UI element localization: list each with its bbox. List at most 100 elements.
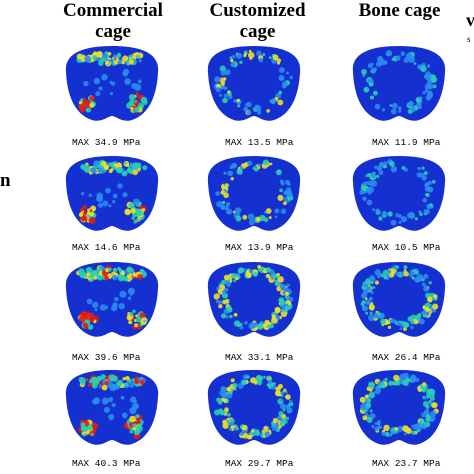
stress-spot (281, 81, 288, 87)
stress-spot (264, 211, 267, 214)
stress-spot (135, 414, 140, 419)
stress-spot (228, 427, 232, 431)
column-header-line1: Commercial (63, 0, 163, 21)
stress-spot (401, 216, 408, 223)
stress-spot (116, 380, 123, 387)
stress-spot (432, 303, 439, 310)
stress-spot (112, 267, 118, 273)
stress-spot (88, 380, 93, 384)
stress-spot (419, 386, 424, 390)
stress-spot (128, 94, 136, 101)
stress-spot (117, 267, 122, 271)
stress-spot (425, 192, 430, 198)
stress-spot (137, 168, 141, 172)
stress-spot (82, 204, 87, 210)
stress-spot (430, 415, 436, 421)
stress-spot (382, 214, 386, 218)
stress-spot (244, 52, 247, 56)
stress-spot (118, 274, 125, 281)
stress-spot (129, 407, 137, 415)
stress-spot (260, 266, 265, 271)
stress-spot (389, 268, 396, 275)
stress-spot (414, 217, 418, 221)
stress-spot (258, 57, 264, 63)
stress-spot (377, 274, 381, 279)
stress-spot (107, 273, 112, 277)
stress-contour-panel (58, 258, 166, 340)
stress-spot (134, 106, 140, 113)
stress-spot (372, 208, 375, 212)
stress-spot (135, 424, 143, 432)
stress-spot (104, 275, 109, 281)
stress-spot (400, 51, 406, 56)
stress-spot (221, 279, 226, 285)
stress-spot (286, 283, 290, 287)
stress-spot (92, 399, 98, 405)
stress-spot (387, 321, 391, 325)
stress-spot (225, 183, 229, 187)
stress-spot (89, 102, 95, 108)
stress-spot (132, 309, 136, 313)
endplate-contour (352, 46, 446, 121)
endplate-contour (352, 370, 446, 445)
stress-spot (239, 325, 244, 330)
stress-spot (433, 294, 438, 299)
stress-spot (378, 170, 384, 176)
stress-spot (402, 322, 409, 329)
stress-spot (368, 381, 375, 388)
stress-spot (376, 174, 380, 179)
stress-spot (278, 411, 284, 416)
stress-spot (116, 166, 123, 174)
stress-spot (262, 53, 266, 56)
stress-spot (368, 392, 375, 399)
stress-spot (242, 380, 247, 385)
stress-spot (254, 165, 258, 169)
column-header-line2: cage (239, 21, 276, 42)
stress-spot (226, 413, 231, 417)
stress-spot (112, 200, 116, 204)
stress-spot (359, 396, 366, 403)
stress-spot (221, 313, 227, 319)
stress-spot (277, 276, 284, 283)
stress-spot (126, 102, 133, 109)
stress-spot (270, 98, 276, 104)
stress-spot (93, 160, 100, 167)
stress-spot (232, 382, 238, 388)
stress-spot (421, 412, 427, 418)
max-stress-label: MAX 26.4 MPa (372, 352, 441, 363)
stress-spot (86, 272, 91, 277)
stress-spot (133, 219, 138, 224)
stress-spot (120, 270, 125, 276)
max-stress-label: MAX 13.9 MPa (225, 242, 294, 253)
stress-spot (361, 300, 366, 305)
stress-spot (424, 302, 431, 309)
stress-spot (419, 418, 424, 423)
stress-spot (421, 166, 425, 170)
stress-spot (422, 91, 426, 95)
stress-spot (226, 202, 231, 207)
max-stress-label: MAX 29.7 MPa (225, 458, 294, 469)
stress-spot (93, 77, 101, 85)
stress-spot (384, 377, 388, 381)
stress-spot (374, 280, 379, 285)
endplate-contour (65, 156, 159, 231)
stress-spot (81, 425, 88, 433)
max-stress-label: MAX 13.5 MPa (225, 137, 294, 148)
stress-spot (78, 212, 84, 218)
stress-spot (383, 161, 388, 166)
stress-spot (231, 162, 238, 169)
stress-spot (274, 312, 279, 317)
stress-spot (233, 279, 237, 283)
stress-spot (229, 421, 234, 427)
stress-spot (100, 374, 106, 380)
stress-spot (374, 422, 378, 425)
stress-spot (280, 310, 288, 317)
stress-spot (215, 87, 221, 93)
stress-spot (395, 55, 401, 61)
stress-spot (398, 220, 402, 224)
stress-spot (423, 285, 430, 292)
stress-spot (135, 316, 143, 323)
stress-spot (96, 192, 103, 199)
stress-spot (412, 269, 416, 273)
stress-spot (125, 376, 130, 381)
